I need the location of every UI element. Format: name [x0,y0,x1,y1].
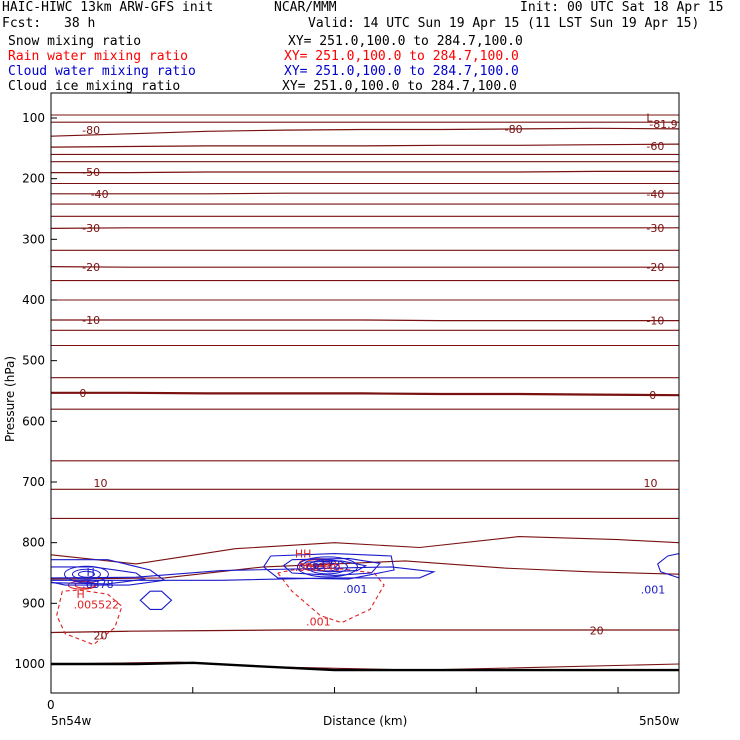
cloud-water-contours [50,552,680,610]
temperature-contour--40 [51,192,679,195]
forecast-label: Fcst: [2,16,42,31]
contour-label: -30 [82,222,100,235]
temperature-contour--20 [50,266,679,268]
contour-label: -20 [82,261,100,274]
cloud-water-core-contour [306,559,348,575]
rain-contour [56,589,123,646]
contour-label: -81.9 [649,118,677,131]
contour-label: 10 [644,477,658,490]
forecast-hours: 38 h [64,16,96,31]
field-rain-xy: XY= 251.0,100.0 to 284.7,100.0 [284,49,519,64]
y-axis-title: Pressure (hPa) [3,356,17,442]
cloud-water-core-contour [71,568,101,580]
cloud-water-contour [282,557,381,576]
ground-line [51,661,679,672]
cloud-water-core-contour [314,562,340,572]
center-label: NCAR/MMM [274,0,337,15]
valid-time: Valid: 14 UTC Sun 19 Apr 15 (11 LST Sun … [308,16,700,31]
x-right-label: 5n50w [639,714,680,728]
temperature-contour--30 [50,227,679,229]
temperature-contour-lower [50,536,680,565]
y-tick-label: 200 [22,172,45,186]
surface-line [51,661,679,672]
rain-contour [277,567,385,624]
x-left-label: 5n54w [51,714,92,728]
contour-label: .001 [343,583,368,596]
temperature-contour--50 [51,170,679,174]
field-snow-xy: XY= 251.0,100.0 to 284.7,100.0 [288,34,523,49]
y-tick-label: 100 [22,111,45,125]
field-cloudwater-xy: XY= 251.0,100.0 to 284.7,100.0 [284,64,519,79]
contour-label: .000340 [295,561,341,574]
temperature-contours [50,114,680,671]
contour-label: HH [295,548,312,561]
y-tick-label: 900 [22,596,45,610]
init-time: Init: 00 UTC Sat 18 Apr 15 [520,0,724,15]
contour-label: -30 [646,222,664,235]
contour-label: -10 [82,314,100,327]
field-snow-name: Snow mixing ratio [8,34,142,49]
temperature-contour-20 [50,629,679,634]
cloud-water-contour [50,566,147,585]
y-tick-label: 400 [22,293,45,307]
cloud-water-core-contour [296,556,358,578]
contour-label: 0 [649,389,656,402]
contour-label: -40 [646,188,664,201]
contour-label: L [646,111,653,124]
contour-label: .001 [306,616,331,629]
field-rain-name: Rain water mixing ratio [8,49,189,64]
y-tick-label: 600 [22,414,45,428]
cloud-water-contour [657,552,680,579]
field-cloudwater-name: Cloud water mixing ratio [8,64,196,79]
contour-label: 20 [94,629,108,642]
contour-labels: -80 -80 -81.9L -60 -50 -40 -40 -30 -30 -20 -20 -10 -… [74,111,678,642]
contour-label: H [86,566,94,579]
contour-label: .6378 [82,578,114,591]
y-tick-label: 500 [22,354,45,368]
contour-label: 10 [94,477,108,490]
x-zero-label: 0 [47,698,55,712]
temperature-contour-0 [51,391,680,397]
temperature-contour--80 [50,127,680,137]
x-axis-title: Distance (km) [323,714,407,728]
field-cloudice-xy: XY= 251.0,100.0 to 284.7,100.0 [282,79,517,94]
contour-label: .001 [641,583,666,596]
field-cloudice-name: Cloud ice mixing ratio [8,79,181,94]
cloud-water-core-contour [63,565,109,583]
contour-label: -80 [505,123,523,136]
model-title: HAIC-HIWC 13km ARW-GFS init [2,0,214,15]
y-tick-label: 1000 [14,657,45,671]
y-tick-label: 800 [22,536,45,550]
contour-label: -10 [646,315,664,328]
contour-label: 0 [79,387,86,400]
y-tick-label: 300 [22,232,45,246]
temperature-contour--60 [50,143,680,148]
contour-label: 20 [590,625,604,638]
temperature-contour--10 [51,319,679,322]
contour-label: -60 [646,140,664,153]
contour-label: -40 [91,188,109,201]
y-tick-label: 700 [22,475,45,489]
cloud-water-core-contour [77,570,95,578]
contour-label: .005522 [74,599,120,612]
contour-label: .6172 [309,559,341,572]
cloud-water-contour [262,553,395,580]
contour-label: H [77,588,85,601]
contour-label: -20 [646,261,664,274]
plot-frame [50,92,680,694]
contour-label: -80 [82,124,100,137]
temperature-contour-lower [50,560,680,580]
contour-label: -50 [82,166,100,179]
cloud-water-contour [50,566,436,581]
cloud-water-contour [139,590,173,610]
